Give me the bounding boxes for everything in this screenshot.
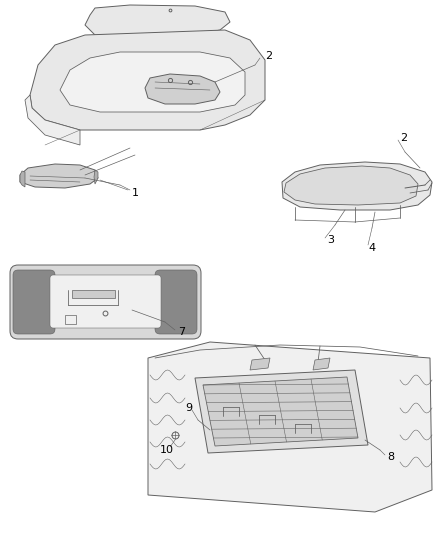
Text: 9: 9 <box>185 403 192 413</box>
Polygon shape <box>284 166 418 205</box>
Polygon shape <box>20 164 98 188</box>
Polygon shape <box>94 170 98 184</box>
Text: 10: 10 <box>160 445 174 455</box>
Circle shape <box>309 180 321 192</box>
Polygon shape <box>60 52 245 112</box>
Polygon shape <box>313 358 330 370</box>
Text: 4: 4 <box>368 243 375 253</box>
Polygon shape <box>85 5 230 36</box>
Text: 7: 7 <box>178 327 185 337</box>
Polygon shape <box>72 290 115 298</box>
Text: 2: 2 <box>400 133 407 143</box>
Text: 2: 2 <box>265 51 272 61</box>
Polygon shape <box>20 171 25 187</box>
Polygon shape <box>282 162 432 210</box>
Polygon shape <box>25 95 80 145</box>
Circle shape <box>349 180 361 192</box>
Circle shape <box>388 182 398 192</box>
Text: 1: 1 <box>132 188 139 198</box>
Polygon shape <box>145 74 220 104</box>
FancyBboxPatch shape <box>155 270 197 334</box>
Polygon shape <box>148 342 432 512</box>
Polygon shape <box>195 370 368 453</box>
Polygon shape <box>203 377 358 446</box>
Polygon shape <box>250 358 270 370</box>
FancyBboxPatch shape <box>50 275 161 328</box>
Polygon shape <box>30 30 265 130</box>
FancyBboxPatch shape <box>10 265 201 339</box>
Text: 8: 8 <box>387 452 394 462</box>
Text: 3: 3 <box>327 235 334 245</box>
FancyBboxPatch shape <box>13 270 55 334</box>
